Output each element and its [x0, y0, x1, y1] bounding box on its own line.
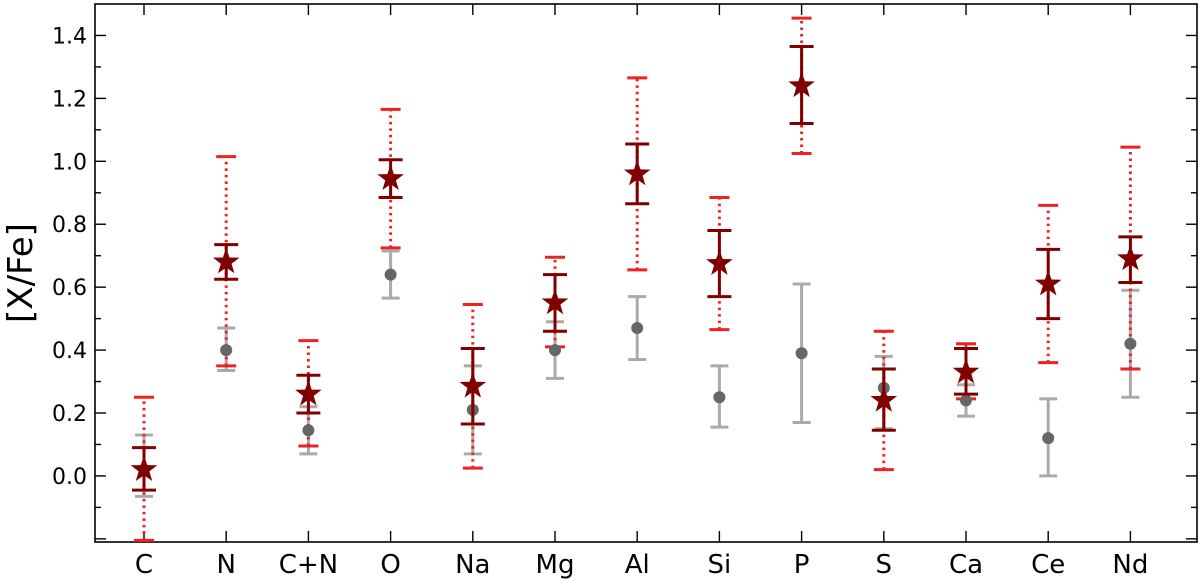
reference-point — [631, 322, 644, 335]
x-tick-label: S — [876, 550, 893, 580]
star-point — [870, 386, 898, 412]
star-point — [295, 380, 322, 406]
y-tick-label: 0.0 — [52, 465, 87, 490]
star-point — [541, 288, 569, 315]
x-tick-label: Mg — [536, 550, 575, 580]
y-tick-label: 1.4 — [52, 24, 87, 49]
y-tick-label: 1.0 — [52, 150, 87, 175]
plot-frame — [94, 3, 1198, 543]
reference-point — [713, 391, 726, 404]
x-tick-label: C+N — [279, 550, 338, 580]
total-errorbar — [627, 76, 648, 272]
star-point — [788, 71, 815, 98]
y-axis-ticks: 0.0 0.2 0.4 0.6 0.8 1.0 1.2 1.4 — [52, 24, 1197, 540]
reference-point — [795, 347, 808, 360]
y-tick-label: 0.6 — [52, 276, 87, 301]
x-tick-label: C — [135, 550, 153, 580]
x-tick-label: Ce — [1031, 550, 1065, 580]
x-tick-label: Ca — [949, 550, 983, 580]
x-tick-label: Al — [625, 550, 650, 580]
y-tick-label: 1.2 — [52, 87, 87, 112]
star-point — [1034, 270, 1062, 296]
x-axis-ticks: C N C+N O Na Mg Al Si P S Ca Ce Nd — [135, 4, 1148, 580]
x-tick-label: Nd — [1112, 550, 1148, 580]
total-errorbar — [462, 302, 483, 470]
x-tick-label: N — [216, 550, 235, 580]
total-errorbar — [380, 107, 401, 250]
data-marks — [130, 16, 1144, 542]
star-point — [212, 247, 240, 274]
x-tick-label: P — [794, 550, 810, 580]
total-errorbar — [873, 329, 894, 472]
star-point — [623, 159, 651, 186]
y-tick-label: 0.4 — [52, 339, 87, 364]
reference-point — [302, 424, 315, 437]
star-point — [1117, 244, 1144, 271]
y-tick-label: 0.2 — [52, 402, 87, 427]
star-point — [706, 249, 733, 275]
star-point — [130, 455, 158, 481]
reference-point — [384, 268, 397, 281]
x-tick-label: Na — [455, 550, 490, 580]
reference-point — [549, 344, 561, 357]
total-errorbar — [791, 16, 812, 155]
reference-point — [1042, 432, 1055, 445]
y-tick-label: 0.8 — [52, 213, 87, 238]
star-point — [459, 372, 487, 398]
star-point — [952, 358, 980, 384]
reference-point — [220, 344, 233, 357]
x-tick-label: Si — [708, 550, 732, 580]
y-axis-title: [X/Fe] — [1, 223, 41, 323]
star-point — [377, 164, 404, 190]
reference-point — [960, 394, 972, 407]
reference-point — [1124, 337, 1137, 350]
x-tick-label: O — [380, 550, 400, 580]
